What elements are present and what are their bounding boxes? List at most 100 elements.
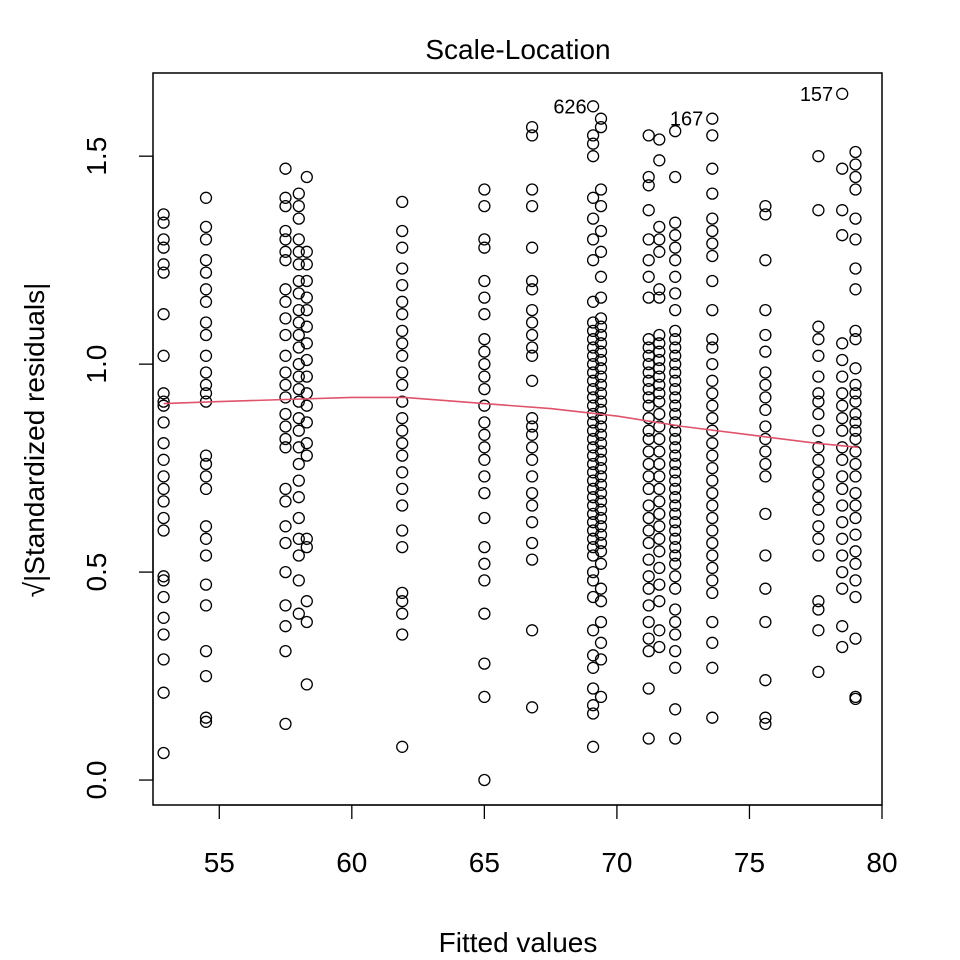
data-point xyxy=(642,333,655,346)
data-point xyxy=(836,412,849,425)
data-point xyxy=(642,374,655,387)
data-point xyxy=(396,195,409,209)
data-point xyxy=(396,449,409,462)
data-point xyxy=(396,262,409,275)
data-point xyxy=(812,387,825,400)
data-point xyxy=(594,437,608,450)
data-point xyxy=(706,129,719,142)
data-point xyxy=(199,549,213,562)
data-point xyxy=(642,536,655,550)
data-point xyxy=(669,732,682,745)
data-point xyxy=(300,170,313,184)
data-point xyxy=(669,516,682,529)
data-point xyxy=(836,353,849,367)
data-point xyxy=(642,170,655,184)
data-point xyxy=(669,557,682,570)
data-point xyxy=(653,407,666,421)
data-point xyxy=(292,245,305,258)
data-point xyxy=(478,241,491,254)
data-point xyxy=(812,532,825,545)
data-point xyxy=(594,503,608,516)
data-point xyxy=(594,536,608,550)
data-point xyxy=(669,457,682,471)
point-labels: 626 167 157 xyxy=(553,84,833,131)
data-point xyxy=(594,312,608,325)
data-point xyxy=(478,453,491,466)
data-point xyxy=(586,416,600,429)
data-point xyxy=(669,303,682,317)
data-point xyxy=(279,644,292,658)
data-point xyxy=(279,482,292,496)
data-point xyxy=(849,632,862,645)
data-point xyxy=(300,258,313,271)
data-point xyxy=(669,703,682,716)
data-point xyxy=(478,428,491,441)
data-point xyxy=(706,474,719,487)
data-point xyxy=(812,491,825,504)
data-point xyxy=(525,470,539,483)
data-point xyxy=(199,266,213,279)
data-point xyxy=(199,387,213,400)
data-point xyxy=(478,333,491,346)
data-point xyxy=(812,424,825,437)
data-point xyxy=(759,378,772,392)
data-point xyxy=(836,370,849,383)
data-point xyxy=(706,486,719,500)
data-point xyxy=(642,270,655,283)
data-point xyxy=(396,224,409,238)
data-point xyxy=(706,112,719,125)
data-point xyxy=(849,262,862,275)
x-tick-label: 80 xyxy=(866,847,897,878)
data-point xyxy=(199,366,213,379)
data-point xyxy=(525,120,539,134)
data-point xyxy=(594,478,608,491)
data-point xyxy=(478,441,491,454)
data-point xyxy=(300,615,313,629)
data-point xyxy=(586,482,600,496)
data-point xyxy=(478,540,491,554)
data-point xyxy=(586,137,600,150)
data-point xyxy=(669,366,682,379)
data-point xyxy=(396,499,409,512)
data-point xyxy=(849,183,862,196)
data-point xyxy=(525,129,539,142)
data-point xyxy=(525,241,539,254)
data-point xyxy=(292,549,305,562)
data-point xyxy=(396,324,409,338)
data-point xyxy=(594,387,608,400)
data-point xyxy=(653,545,666,558)
x-tick-label: 55 xyxy=(204,847,235,878)
data-point xyxy=(669,432,682,446)
data-point xyxy=(279,717,292,731)
data-point xyxy=(300,678,313,691)
data-point xyxy=(292,274,305,288)
data-point xyxy=(586,432,600,446)
data-point xyxy=(279,349,292,362)
data-point xyxy=(849,424,862,437)
data-point xyxy=(669,441,682,454)
data-point xyxy=(594,362,608,375)
data-point xyxy=(642,254,655,267)
data-point xyxy=(669,416,682,429)
data-point xyxy=(157,511,170,525)
data-point xyxy=(292,474,305,487)
data-point xyxy=(642,412,655,425)
data-point xyxy=(836,565,849,579)
data-point xyxy=(478,399,491,412)
data-point xyxy=(586,449,600,462)
data-point xyxy=(199,715,213,728)
data-point xyxy=(586,129,600,142)
data-point xyxy=(594,337,608,350)
data-point xyxy=(157,233,170,246)
data-point xyxy=(586,316,600,329)
data-point xyxy=(759,420,772,433)
data-point xyxy=(669,349,682,362)
data-point xyxy=(586,649,600,662)
data-point xyxy=(396,278,409,292)
data-point xyxy=(157,387,170,400)
data-point xyxy=(199,470,213,483)
data-point xyxy=(642,424,655,437)
data-point xyxy=(849,378,862,392)
data-point xyxy=(669,125,682,138)
data-point xyxy=(199,295,213,308)
